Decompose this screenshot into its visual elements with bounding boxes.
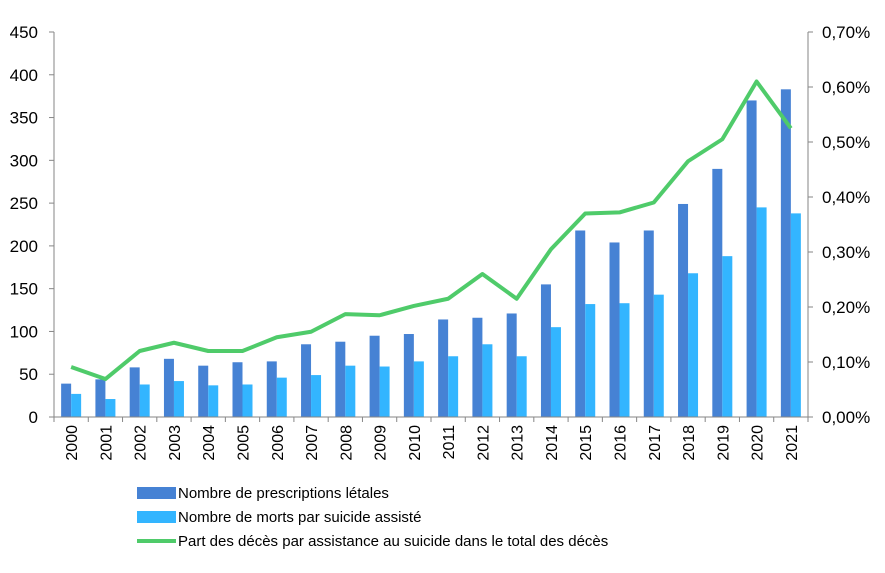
bar-deaths [379,366,390,417]
bar-prescriptions [95,379,106,417]
bar-deaths [242,384,253,417]
y-left-tick-label: 450 [10,23,38,42]
bar-prescriptions [506,313,517,417]
bar-deaths [105,399,116,417]
y-right-tick-label: 0,40% [822,188,870,207]
bar-prescriptions [232,362,243,417]
bar-prescriptions [438,319,449,417]
bar-prescriptions [266,361,277,417]
bar-deaths [208,385,219,417]
bar-prescriptions [61,383,72,417]
x-tick-label: 2001 [98,425,115,461]
x-tick-label: 2019 [715,425,732,461]
legend-label-deaths: Nombre de morts par suicide assisté [178,508,422,526]
x-tick-label: 2007 [304,425,321,461]
bar-prescriptions [198,365,209,417]
y-left-tick-label: 100 [10,322,38,341]
bar-deaths [71,393,82,417]
bar-prescriptions [609,242,620,417]
bar-prescriptions [301,344,312,417]
x-tick-label: 2015 [578,425,595,461]
bar-deaths [688,273,699,417]
legend-item-deaths: Nombre de morts par suicide assisté [137,505,608,529]
legend-swatch-prescriptions [137,487,176,499]
x-tick-label: 2000 [64,425,81,461]
bar-prescriptions [780,89,791,418]
bar-deaths [276,377,287,417]
legend-item-prescriptions: Nombre de prescriptions létales [137,481,608,505]
bar-deaths [482,344,493,417]
x-tick-label: 2005 [236,425,253,461]
bar-prescriptions [643,230,654,417]
x-tick-label: 2017 [647,425,664,461]
bar-prescriptions [129,367,140,417]
y-left-tick-label: 200 [10,237,38,256]
y-left-tick-label: 300 [10,151,38,170]
bar-prescriptions [575,230,586,417]
x-tick-label: 2009 [373,425,390,461]
bar-prescriptions [163,358,174,417]
x-tick-label: 2013 [510,425,527,461]
y-right-tick-label: 0,70% [822,23,870,42]
x-tick-label: 2012 [475,425,492,461]
bar-deaths [619,303,630,417]
x-tick-label: 2021 [784,425,801,461]
bar-prescriptions [335,341,346,417]
bar-deaths [790,213,801,417]
legend: Nombre de prescriptions létales Nombre d… [137,481,608,553]
bar-deaths [311,375,322,417]
bar-prescriptions [678,203,689,417]
bar-deaths [139,384,150,417]
x-tick-label: 2011 [441,425,458,460]
y-left-tick-label: 350 [10,109,38,128]
y-right-tick-label: 0,00% [822,408,870,427]
bar-deaths [413,361,424,417]
bar-deaths [448,356,459,417]
y-left-tick-label: 400 [10,66,38,85]
legend-label-prescriptions: Nombre de prescriptions létales [178,484,389,502]
y-right-tick-label: 0,60% [822,78,870,97]
y-right-tick-label: 0,10% [822,353,870,372]
bar-prescriptions [472,317,483,417]
chart: 0 50 100 150 200 250 300 350 400 450 0,00% 0,10% 0,… [10,23,871,461]
x-tick-label: 2016 [613,425,630,461]
y-left-tick-label: 50 [19,365,38,384]
y-right-tick-label: 0,20% [822,298,870,317]
bar-deaths [585,304,596,417]
x-tick-label: 2010 [407,425,424,461]
bar-deaths [722,256,733,417]
y-left-tick-label: 0 [29,408,38,427]
bar-prescriptions [540,284,551,417]
y-right-tick-label: 0,30% [822,243,870,262]
y-right-tick-label: 0,50% [822,133,870,152]
x-tick-label: 2014 [544,425,561,461]
bar-deaths [345,365,356,417]
bar-deaths [653,294,664,417]
line-share-of-deaths [70,79,793,382]
x-tick-label: 2003 [167,425,184,461]
x-tick-label: 2008 [338,425,355,461]
x-tick-label: 2004 [201,425,218,461]
bar-prescriptions [746,100,757,417]
x-tick-label: 2018 [681,425,698,461]
legend-swatch-deaths [137,511,176,523]
bar-prescriptions [403,334,414,417]
y-left-tick-label: 150 [10,280,38,299]
x-tick-label: 2002 [133,425,150,461]
bar-prescriptions [712,168,723,417]
bar-deaths [756,207,767,417]
x-tick-label: 2006 [270,425,287,461]
bar-deaths [173,381,184,417]
bar-prescriptions [369,335,380,417]
legend-label-share: Part des décès par assistance au suicide… [178,532,609,550]
legend-item-share: Part des décès par assistance au suicide… [137,529,608,553]
x-tick-label: 2020 [750,425,767,461]
y-left-tick-label: 250 [10,194,38,213]
bar-deaths [516,356,527,417]
bar-deaths [550,327,561,417]
legend-swatch-share [137,539,176,543]
